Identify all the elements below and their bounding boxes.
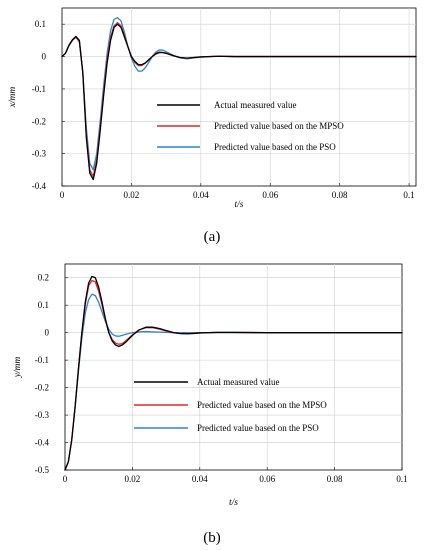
chart-b-legend-label-mpso: Predicted value based on the MPSO	[197, 400, 327, 410]
chart-b-legend-label-actual: Actual measured value	[197, 377, 279, 387]
chart-b-y-tick-label: 0	[45, 328, 50, 338]
chart-b-x-tick-label: 0.02	[125, 474, 141, 484]
chart-a: 0 0.02 0.04 0.06 0.08 0.1 0.1 0 -0.1 -0.2 -0.3 -0.…	[8, 7, 417, 245]
chart-b-legend-label-pso: Predicted value based on the PSO	[197, 423, 319, 433]
chart-a-y-axis-label: x/mm	[8, 87, 18, 109]
chart-b-legend: Actual measured value Predicted value bas…	[134, 377, 327, 433]
chart-b-y-ticks: 0.2 0.1 0 -0.1 -0.2 -0.3 -0.4 -0.5	[35, 273, 68, 475]
chart-b-series	[64, 275, 403, 471]
chart-a-y-tick-label: -0.2	[32, 116, 46, 126]
chart-b-y-axis-label: y/mm	[13, 357, 23, 379]
chart-b-y-tick-label: 0.2	[38, 273, 49, 283]
chart-a-legend-label-mpso: Predicted value based on the MPSO	[214, 121, 344, 131]
chart-b-y-tick-label: 0.1	[38, 300, 49, 310]
chart-a-series	[61, 17, 417, 181]
chart-a-x-tick-label: 0.02	[124, 190, 140, 200]
chart-a-y-tick-label: -0.4	[32, 181, 47, 191]
chart-a-y-tick-label: -0.1	[32, 84, 46, 94]
chart-b-x-tick-label: 0	[63, 474, 68, 484]
chart-a-x-ticks: 0 0.02 0.04 0.06 0.08 0.1	[60, 183, 415, 200]
chart-a-legend-label-actual: Actual measured value	[214, 100, 296, 110]
chart-b-x-axis-label: t/s	[229, 498, 238, 508]
chart-a-y-tick-label: -0.3	[32, 149, 47, 159]
chart-a-y-tick-label: 0.1	[35, 19, 46, 29]
chart-b-x-tick-label: 0.1	[396, 474, 407, 484]
chart-a-x-tick-label: 0.06	[262, 190, 278, 200]
chart-b-x-ticks: 0 0.02 0.04 0.06 0.08 0.1	[63, 467, 408, 484]
chart-a-legend-label-pso: Predicted value based on the PSO	[214, 142, 336, 152]
chart-b-y-tick-label: -0.2	[35, 383, 49, 393]
chart-a-x-axis-label: t/s	[235, 200, 244, 210]
chart-a-plot-area	[61, 7, 417, 187]
chart-b-y-tick-label: -0.4	[35, 438, 50, 448]
chart-b-x-tick-label: 0.06	[259, 474, 275, 484]
chart-b-x-tick-label: 0.08	[327, 474, 343, 484]
chart-b-series-line-actual	[64, 275, 403, 471]
chart-a-caption: (a)	[204, 229, 221, 245]
chart-a-x-tick-label: 0	[60, 190, 65, 200]
chart-b-x-tick-label: 0.04	[192, 474, 208, 484]
chart-a-x-tick-label: 0.1	[403, 190, 414, 200]
chart-b-y-tick-label: -0.3	[35, 410, 50, 420]
chart-b: 0 0.02 0.04 0.06 0.08 0.1 0.2 0.1 0 -0.1 -0.2 -0.3…	[13, 263, 408, 546]
chart-a-x-tick-label: 0.08	[332, 190, 348, 200]
chart-a-y-ticks: 0.1 0 -0.1 -0.2 -0.3 -0.4	[32, 19, 65, 191]
chart-a-x-tick-label: 0.04	[193, 190, 209, 200]
chart-b-y-tick-label: -0.1	[35, 355, 49, 365]
chart-b-plot-area	[64, 263, 403, 471]
chart-b-y-tick-label: -0.5	[35, 465, 50, 475]
chart-a-legend: Actual measured value Predicted value bas…	[157, 100, 344, 152]
chart-a-y-tick-label: 0	[42, 52, 47, 62]
chart-b-caption: (b)	[203, 530, 221, 546]
chart-a-series-line-actual	[61, 23, 417, 181]
